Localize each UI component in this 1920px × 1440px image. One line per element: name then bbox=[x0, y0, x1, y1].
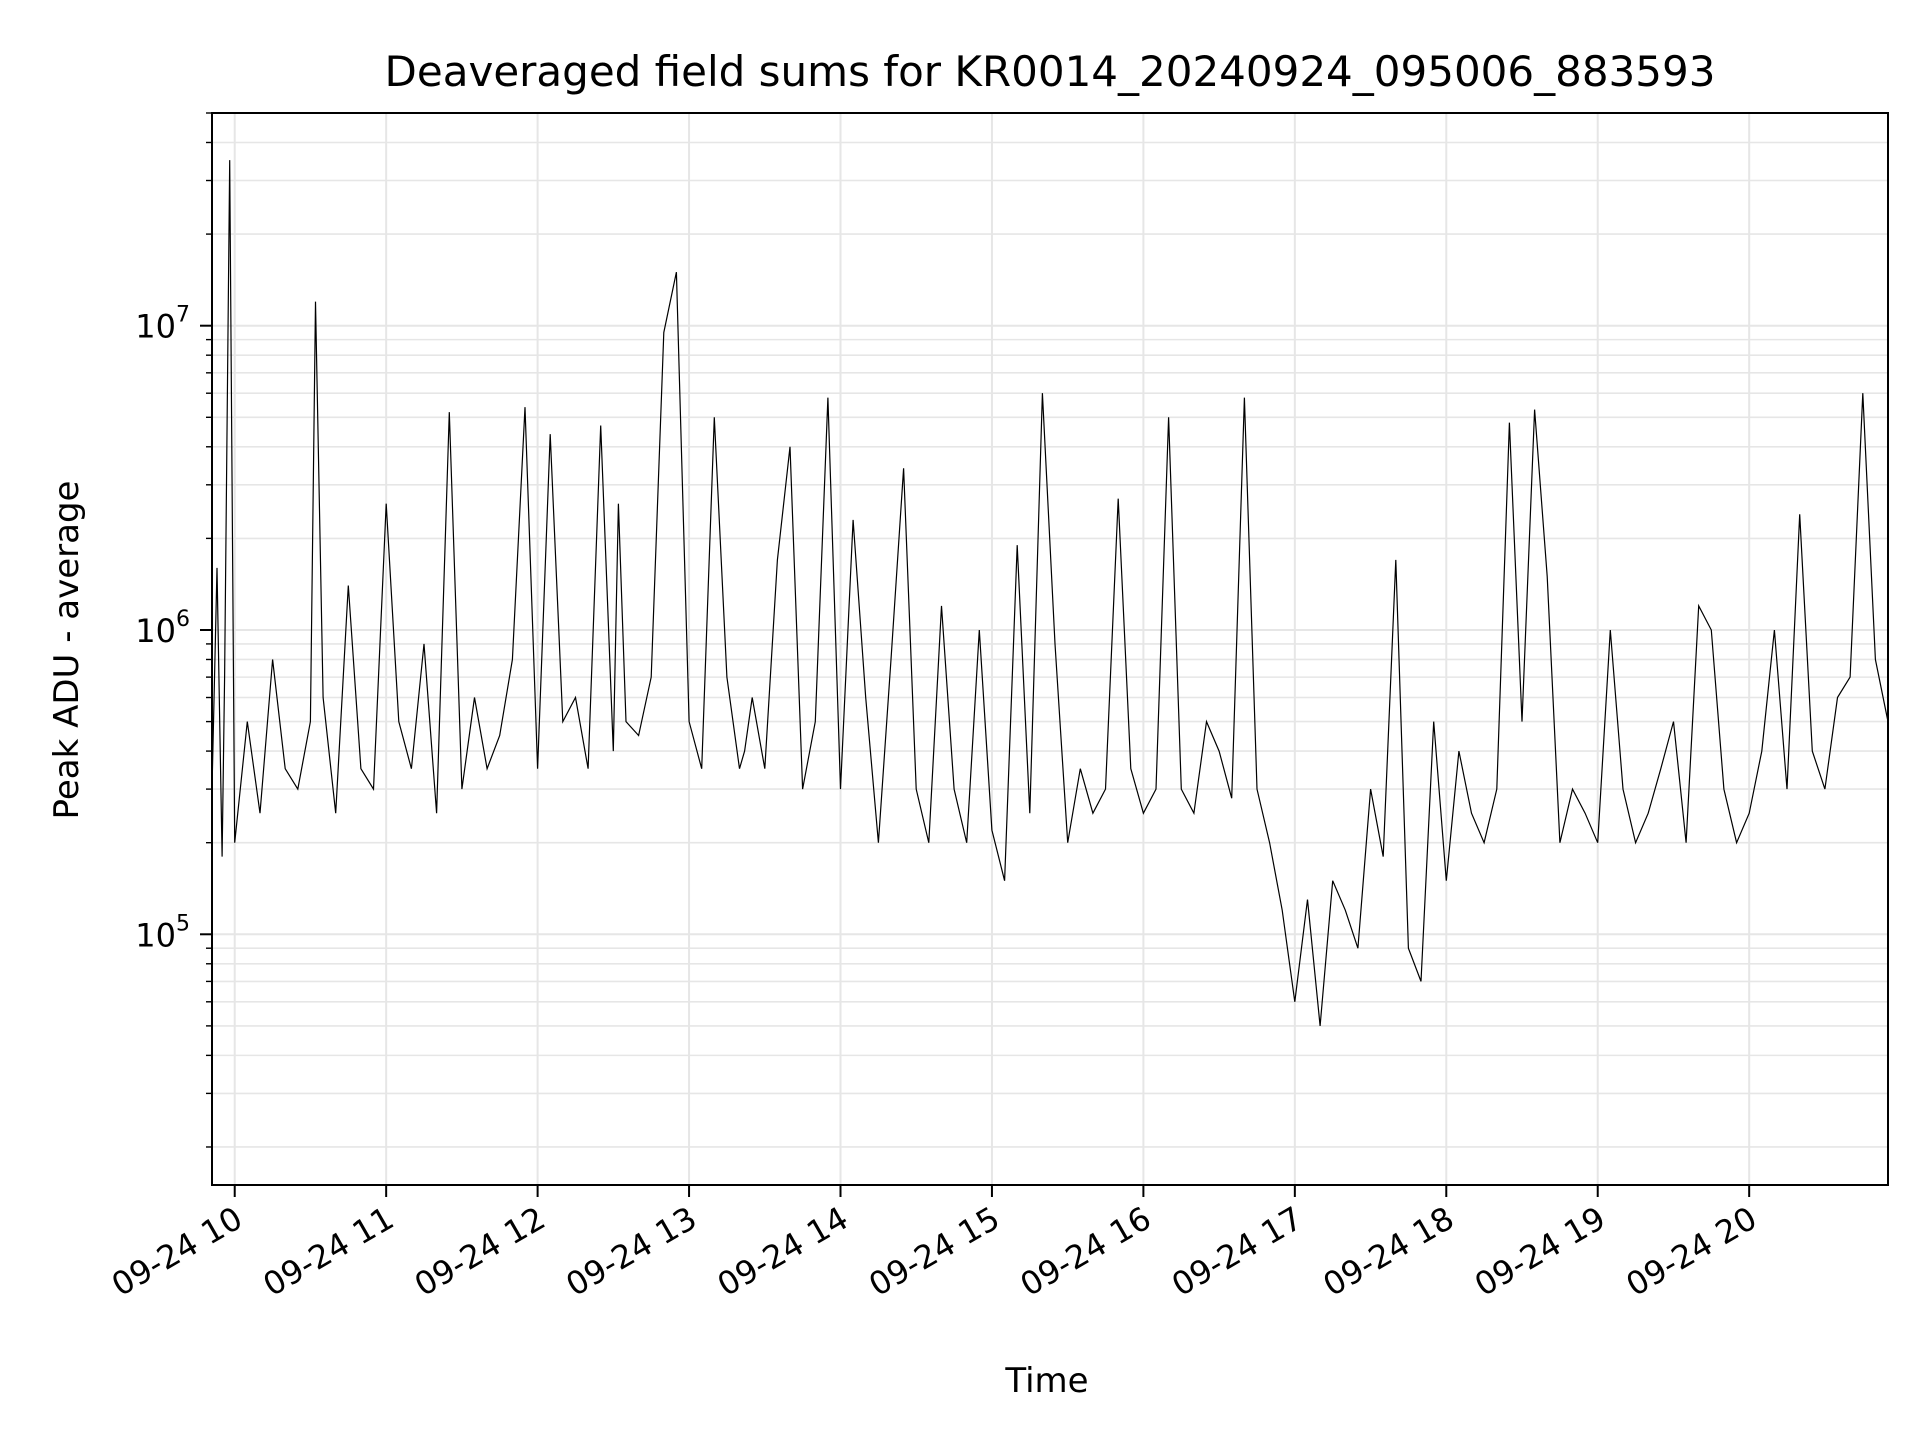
y-tick-base: 10 bbox=[135, 308, 176, 346]
y-axis-label: Peak ADU - average bbox=[47, 481, 87, 820]
y-tick-base: 10 bbox=[135, 916, 176, 954]
x-axis-label: Time bbox=[1004, 1361, 1088, 1401]
y-tick-exponent: 5 bbox=[176, 911, 190, 936]
y-tick-exponent: 6 bbox=[176, 607, 190, 632]
y-tick-base: 10 bbox=[135, 612, 176, 650]
y-tick-label: 105 bbox=[135, 911, 190, 954]
series-line bbox=[211, 160, 1889, 1026]
plot-frame bbox=[211, 112, 1889, 1186]
y-tick-label: 106 bbox=[135, 607, 190, 650]
series-layer bbox=[211, 160, 1889, 1026]
y-tick-exponent: 7 bbox=[176, 303, 190, 328]
y-tick-label: 107 bbox=[135, 303, 190, 346]
chart-title: Deaveraged field sums for KR0014_2024092… bbox=[385, 47, 1716, 96]
